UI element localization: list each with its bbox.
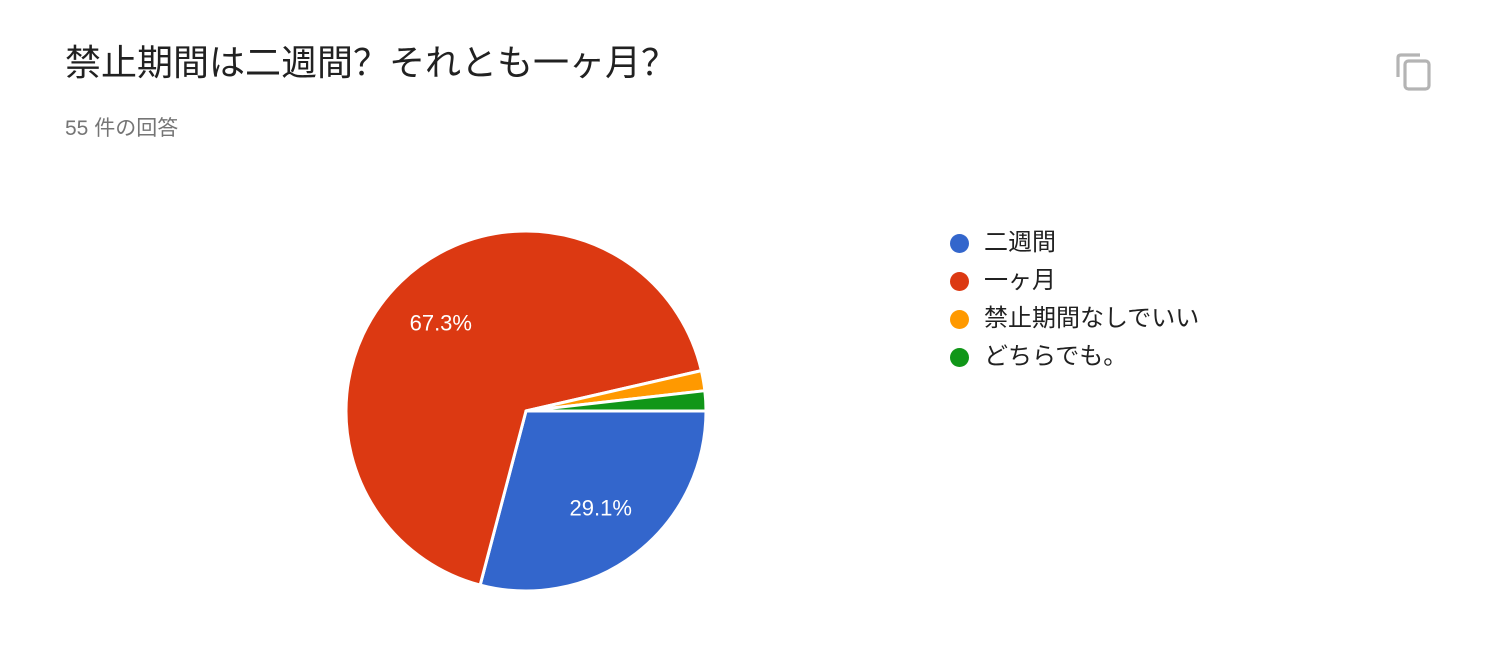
legend-marker: [950, 234, 969, 253]
legend-item: 二週間: [950, 229, 1199, 258]
legend-label: 一ヶ月: [984, 267, 1056, 295]
legend-marker: [950, 310, 969, 329]
legend-label: どちらでも。: [984, 343, 1128, 371]
legend-marker: [950, 348, 969, 367]
legend-item: 一ヶ月: [950, 267, 1199, 296]
page-title: 禁止期間は二週間？それとも一ヶ月？: [65, 42, 678, 83]
response-count: 55 件の回答: [65, 117, 179, 140]
legend-item: どちらでも。: [950, 343, 1199, 372]
legend-marker: [950, 272, 969, 291]
legend-label: 二週間: [984, 229, 1056, 257]
content-copy-icon: [1396, 53, 1431, 91]
pie-slice-label: 29.1%: [570, 496, 632, 521]
chart-legend: 二週間一ヶ月禁止期間なしでいい どちらでも。: [950, 229, 1199, 381]
legend-label: 禁止期間なしでいい: [984, 305, 1200, 333]
copy-button[interactable]: [1388, 46, 1436, 98]
pie-slice-label: 67.3%: [410, 311, 472, 336]
legend-item: 禁止期間なしでいい: [950, 305, 1199, 334]
pie-slice-3[interactable]: [524, 389, 708, 413]
pie-slice-1[interactable]: [344, 229, 703, 587]
pie-chart: 29.1% 67.3%: [344, 229, 708, 593]
pie-slice-0[interactable]: [478, 409, 708, 593]
